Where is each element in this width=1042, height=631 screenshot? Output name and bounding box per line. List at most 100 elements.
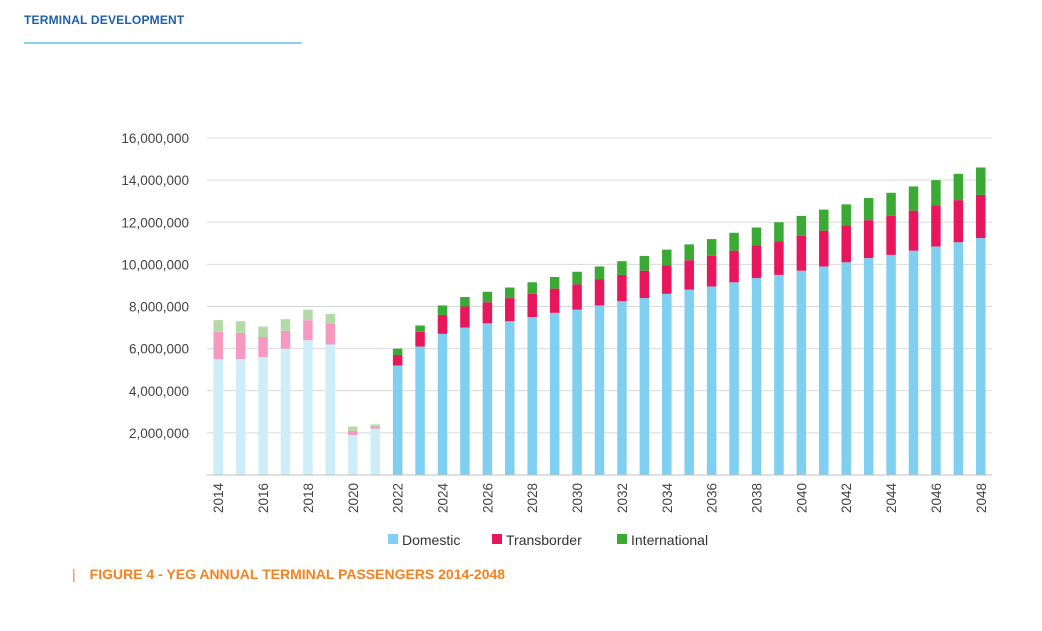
legend-label: Domestic	[402, 532, 460, 548]
bar-domestic-2022	[392, 365, 403, 475]
bar-domestic-2039	[774, 274, 784, 475]
bar-international-2022	[392, 348, 403, 355]
x-tick-label: 2028	[525, 483, 540, 513]
bar-international-2033	[639, 255, 650, 271]
bar-international-2029	[549, 277, 560, 289]
bar-transborder-2028	[527, 293, 537, 318]
bar-transborder-2043	[863, 220, 874, 259]
y-tick-label: 12,000,000	[121, 215, 189, 230]
bar-transborder-2046	[931, 205, 941, 247]
bar-international-2017	[280, 319, 291, 331]
bar-international-2048	[976, 167, 986, 195]
bar-international-2044	[886, 192, 896, 216]
bar-transborder-2036	[706, 255, 717, 287]
bar-transborder-2045	[908, 210, 919, 251]
bar-transborder-2048	[976, 194, 986, 239]
bar-domestic-2048	[976, 238, 986, 475]
bar-transborder-2017	[280, 330, 291, 349]
bar-international-2027	[505, 287, 515, 299]
bar-international-2046	[931, 180, 941, 206]
figure-caption: | FIGURE 4 - YEG ANNUAL TERMINAL PASSENGE…	[72, 566, 505, 582]
bar-domestic-2026	[482, 323, 493, 475]
bar-domestic-2014	[213, 359, 223, 475]
caption-text: FIGURE 4 - YEG ANNUAL TERMINAL PASSENGER…	[89, 566, 506, 582]
x-tick-label: 2016	[256, 483, 271, 513]
y-tick-label: 2,000,000	[129, 426, 189, 441]
x-tick-label: 2022	[391, 483, 406, 513]
bar-international-2038	[751, 227, 762, 246]
bar-domestic-2024	[437, 333, 448, 475]
bar-international-2040	[796, 215, 807, 236]
bar-domestic-2031	[594, 305, 605, 475]
x-axis: 2014 2016 2018 2020 2022 2024 2026 2028 2030 2032…	[211, 483, 989, 514]
bar-international-2020	[348, 426, 358, 431]
bars	[213, 167, 986, 475]
bar-international-2025	[460, 297, 470, 307]
y-tick-label: 8,000,000	[129, 300, 189, 315]
bar-international-2037	[729, 232, 739, 251]
bar-international-2021	[370, 424, 380, 427]
bar-transborder-2021	[370, 426, 380, 429]
bar-international-2032	[617, 261, 627, 275]
bar-international-2019	[325, 313, 336, 324]
section-title: TERMINAL DEVELOPMENT	[24, 13, 185, 27]
bar-international-2043	[863, 198, 874, 221]
x-tick-label: 2032	[615, 483, 630, 513]
bar-transborder-2030	[572, 284, 582, 310]
bar-transborder-2031	[594, 279, 605, 306]
x-tick-label: 2040	[794, 483, 809, 513]
bar-transborder-2039	[774, 241, 784, 275]
bar-international-2030	[572, 271, 582, 285]
legend-label: International	[631, 532, 708, 548]
x-tick-label: 2036	[705, 483, 720, 513]
x-tick-label: 2014	[211, 483, 226, 514]
x-tick-label: 2046	[929, 483, 944, 513]
x-tick-label: 2034	[660, 483, 675, 514]
bar-transborder-2038	[751, 245, 762, 279]
bar-transborder-2019	[325, 323, 336, 345]
bar-domestic-2017	[280, 348, 291, 475]
bar-transborder-2047	[953, 200, 964, 243]
bar-domestic-2027	[505, 321, 515, 475]
x-tick-label: 2030	[570, 483, 585, 513]
bar-domestic-2041	[819, 266, 829, 475]
section-divider	[24, 42, 302, 44]
bar-international-2035	[684, 244, 694, 261]
bar-transborder-2016	[258, 337, 268, 358]
bar-domestic-2021	[370, 428, 380, 475]
bar-domestic-2035	[684, 289, 694, 475]
y-tick-label: 16,000,000	[121, 131, 189, 146]
legend-item-transborder: Transborder	[492, 532, 582, 548]
bar-international-2024	[437, 305, 448, 315]
bar-transborder-2026	[482, 302, 493, 324]
bar-transborder-2024	[437, 314, 448, 334]
y-tick-label: 10,000,000	[121, 257, 189, 272]
bar-international-2045	[908, 186, 919, 211]
bar-transborder-2025	[460, 306, 470, 328]
y-tick-label: 4,000,000	[129, 384, 189, 399]
bar-domestic-2028	[527, 317, 537, 475]
bar-domestic-2032	[617, 301, 627, 475]
bar-transborder-2032	[617, 274, 627, 302]
bar-transborder-2044	[886, 215, 896, 255]
bar-domestic-2047	[953, 242, 964, 475]
x-tick-label: 2038	[750, 483, 765, 513]
bar-domestic-2033	[639, 298, 650, 475]
bar-domestic-2045	[908, 250, 919, 475]
bar-international-2026	[482, 291, 493, 303]
legend-item-international: International	[617, 532, 708, 548]
bar-international-2015	[235, 321, 246, 333]
bar-domestic-2018	[303, 340, 313, 475]
bar-domestic-2040	[796, 270, 807, 475]
bar-transborder-2018	[303, 320, 313, 341]
x-tick-label: 2042	[839, 483, 854, 513]
bar-domestic-2020	[348, 434, 358, 475]
bar-international-2016	[258, 326, 268, 338]
bar-transborder-2033	[639, 270, 650, 299]
bar-domestic-2046	[931, 246, 941, 475]
legend-swatch	[388, 534, 398, 544]
bar-transborder-2027	[505, 298, 515, 322]
bar-international-2034	[662, 249, 672, 266]
x-tick-label: 2048	[974, 483, 989, 513]
